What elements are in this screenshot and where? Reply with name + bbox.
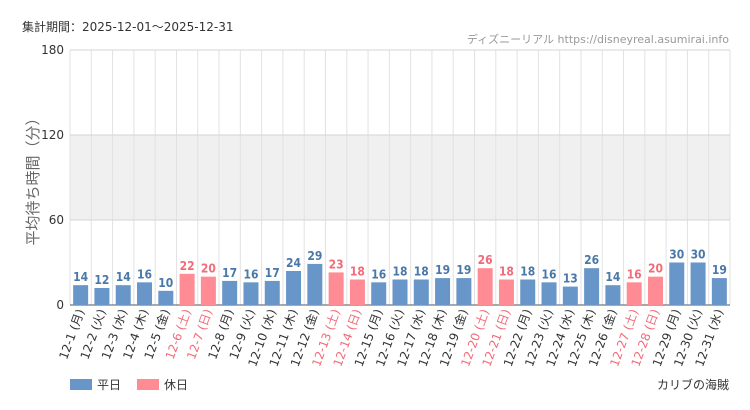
bar	[179, 273, 195, 305]
data-label: 14	[116, 270, 131, 284]
data-label: 14	[73, 270, 88, 284]
data-label: 19	[456, 263, 471, 277]
y-tick-label: 60	[49, 213, 64, 227]
bar	[307, 263, 323, 305]
bar	[477, 268, 493, 305]
data-label: 20	[201, 262, 216, 276]
bar	[328, 272, 344, 305]
data-label: 16	[627, 267, 642, 281]
legend-label-holiday: 休日	[164, 378, 188, 392]
data-label: 10	[158, 276, 173, 290]
data-label: 18	[350, 265, 365, 279]
data-label: 17	[265, 266, 280, 280]
data-label: 18	[414, 265, 429, 279]
bar	[264, 280, 280, 305]
bar	[520, 279, 536, 305]
bar	[392, 279, 408, 305]
data-label: 18	[520, 265, 535, 279]
legend: 平日 休日	[70, 378, 188, 392]
data-label: 18	[393, 265, 408, 279]
legend-swatch-holiday	[137, 379, 159, 390]
data-label: 17	[222, 266, 237, 280]
source-text: ディズニーリアル https://disneyreal.asumirai.inf…	[467, 32, 729, 46]
bar	[158, 290, 174, 305]
data-label: 26	[584, 253, 599, 267]
bar	[200, 276, 216, 305]
data-label: 16	[371, 267, 386, 281]
data-label: 19	[435, 263, 450, 277]
bar	[73, 285, 89, 305]
bar	[456, 278, 472, 305]
y-tick-label: 0	[56, 298, 64, 312]
bar	[243, 282, 259, 305]
bar	[349, 279, 365, 305]
legend-swatch-weekday	[70, 379, 92, 390]
data-label: 23	[329, 257, 344, 271]
data-label: 18	[499, 265, 514, 279]
data-label: 12	[94, 273, 109, 287]
highlight-band	[70, 135, 730, 220]
period-text: 集計期間：2025-12-01～2025-12-31	[22, 19, 233, 34]
data-label: 16	[542, 267, 557, 281]
bar	[626, 282, 642, 305]
bar	[413, 279, 429, 305]
bar	[115, 285, 131, 305]
bar	[498, 279, 514, 305]
data-label: 14	[605, 270, 620, 284]
data-label: 24	[286, 256, 301, 270]
data-label: 30	[691, 248, 706, 262]
bar	[286, 271, 302, 305]
data-label: 22	[180, 259, 195, 273]
bar	[711, 278, 727, 305]
y-tick-label: 120	[41, 128, 64, 142]
data-label: 26	[478, 253, 493, 267]
legend-label-weekday: 平日	[97, 378, 121, 392]
data-label: 29	[307, 249, 322, 263]
data-label: 20	[648, 262, 663, 276]
bar	[669, 262, 685, 305]
bar	[584, 268, 600, 305]
data-label: 13	[563, 272, 578, 286]
bar	[94, 288, 110, 305]
bar	[562, 286, 578, 305]
data-label: 19	[712, 263, 727, 277]
bar	[371, 282, 387, 305]
y-tick-label: 180	[41, 43, 64, 57]
bar	[137, 282, 153, 305]
data-label: 16	[243, 267, 258, 281]
bar	[605, 285, 621, 305]
bar	[435, 278, 451, 305]
bar	[541, 282, 557, 305]
bar	[690, 262, 706, 305]
bar	[222, 280, 238, 305]
y-axis-title: 平均待ち時間（分）	[24, 110, 42, 245]
attraction-name: カリブの海賊	[657, 377, 729, 392]
data-label: 16	[137, 267, 152, 281]
bar	[647, 276, 663, 305]
data-label: 30	[669, 248, 684, 262]
